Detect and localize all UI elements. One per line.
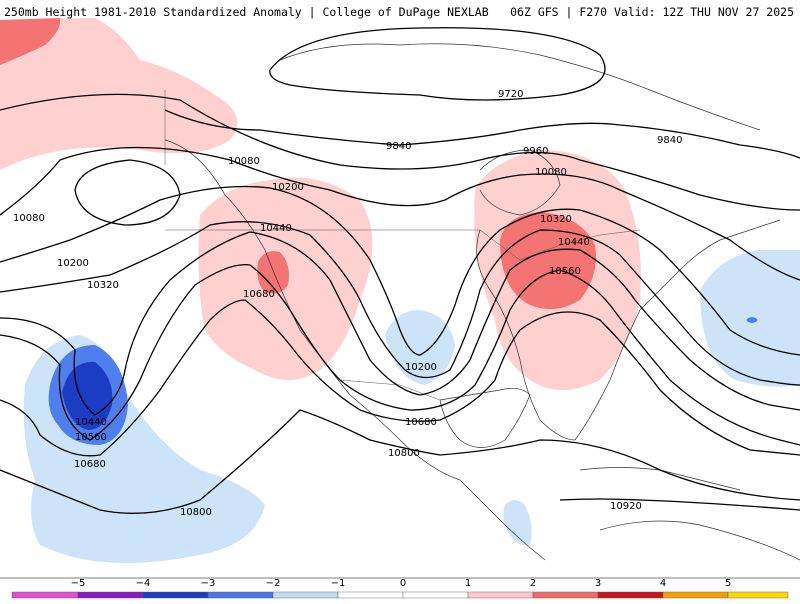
contour-10800 — [0, 409, 800, 514]
coastline-caribbean — [579, 467, 741, 491]
colorbar-segment — [402, 591, 469, 599]
colorbar-tick-label: 2 — [530, 578, 536, 589]
contour-label: 10800 — [388, 448, 420, 459]
contour-label: 10200 — [272, 182, 304, 193]
colorbar-segment — [727, 591, 789, 599]
contour-label: 9840 — [657, 135, 682, 146]
colorbar: −5 −4 −3 −2 −1 0 1 2 3 4 5 — [0, 573, 800, 600]
colorbar-tick-label: 3 — [595, 578, 601, 589]
contour-10440 — [0, 231, 800, 416]
coastline-arctic-islands — [279, 43, 761, 131]
contour-labels: 9720 9840 9840 9960 10080 10080 10080 10… — [13, 89, 682, 518]
coastline-north-america-west — [164, 139, 546, 561]
contour-10920 — [559, 498, 800, 511]
contour-label: 10560 — [75, 432, 107, 443]
contour-9720 — [269, 27, 606, 101]
border-us-canada — [165, 229, 641, 261]
positive-anomaly-shading — [0, 18, 641, 390]
contour-label: 10320 — [540, 214, 572, 225]
colorbar-tick-label: −2 — [266, 578, 281, 589]
anomaly-area-atlantic-core — [746, 317, 758, 323]
coastline-south-america — [599, 520, 800, 561]
contour-label: 10920 — [610, 501, 642, 512]
contour-label: 9960 — [523, 146, 548, 157]
colorbar-tick-label: 1 — [465, 578, 471, 589]
contour-label: 10080 — [535, 167, 567, 178]
anomaly-area-central-us — [385, 310, 455, 385]
contour-10320 — [0, 221, 800, 386]
model-valid-time: 06Z GFS | F270 Valid: 12Z THU NOV 27 202… — [510, 5, 794, 19]
negative-anomaly-shading — [23, 250, 800, 563]
colorbar-segment — [142, 591, 209, 599]
colorbar-tick-label: −5 — [71, 578, 86, 589]
coastline-hudson-bay — [479, 149, 561, 216]
contour-10680 — [0, 299, 800, 457]
contour-label: 10680 — [243, 289, 275, 300]
contour-10560 — [0, 264, 800, 446]
contour-label: 10200 — [57, 258, 89, 269]
contour-label: 10080 — [13, 213, 45, 224]
contour-label: 10680 — [74, 459, 106, 470]
colorbar-segment — [11, 591, 79, 599]
contour-label: 10440 — [260, 223, 292, 234]
contour-label: 10320 — [87, 280, 119, 291]
colorbar-tick-label: 4 — [660, 578, 666, 589]
anomaly-area-west-coast-core — [257, 251, 289, 294]
contour-9840 — [164, 109, 800, 159]
height-contours — [0, 27, 800, 514]
contour-label: 10080 — [228, 156, 260, 167]
colorbar-tick-label: 0 — [400, 578, 406, 589]
colorbar-tick-label: −3 — [201, 578, 216, 589]
contour-label: 9720 — [498, 89, 523, 100]
contour-label: 10800 — [180, 507, 212, 518]
contour-9960 — [0, 93, 800, 211]
colorbar-segment — [77, 591, 144, 599]
anomaly-area-great-lakes-core — [500, 212, 596, 309]
contour-label: 10200 — [405, 362, 437, 373]
contour-label: 10440 — [75, 417, 107, 428]
colorbar-segment — [597, 591, 664, 599]
colorbar-segment — [207, 591, 274, 599]
contour-10200 — [0, 185, 800, 356]
contour-label: 10560 — [549, 266, 581, 277]
anomaly-area-arctic-corner — [0, 18, 61, 65]
map-title: 250mb Height 1981-2010 Standardized Anom… — [4, 5, 489, 19]
colorbar-segment — [467, 591, 534, 599]
contour-10080 — [0, 146, 800, 281]
contour-label: 10440 — [558, 237, 590, 248]
contour-label: 9840 — [386, 141, 411, 152]
coastline-gulf-of-mexico — [439, 388, 531, 448]
colorbar-segment — [532, 591, 599, 599]
colorbar-tick-label: −1 — [331, 578, 346, 589]
anomaly-area-central-america — [503, 500, 532, 546]
colorbar-segments — [11, 591, 789, 599]
colorbar-tick-label: −4 — [136, 578, 151, 589]
coastline-north-america-east — [476, 219, 781, 441]
colorbar-segment — [272, 591, 339, 599]
border-us-mexico — [339, 379, 441, 401]
colorbar-tick-label: 5 — [725, 578, 731, 589]
colorbar-tick-labels: −5 −4 −3 −2 −1 0 1 2 3 4 5 — [71, 578, 732, 589]
colorbar-segment — [662, 591, 729, 599]
contour-label: 10680 — [405, 417, 437, 428]
colorbar-segment — [337, 591, 404, 599]
